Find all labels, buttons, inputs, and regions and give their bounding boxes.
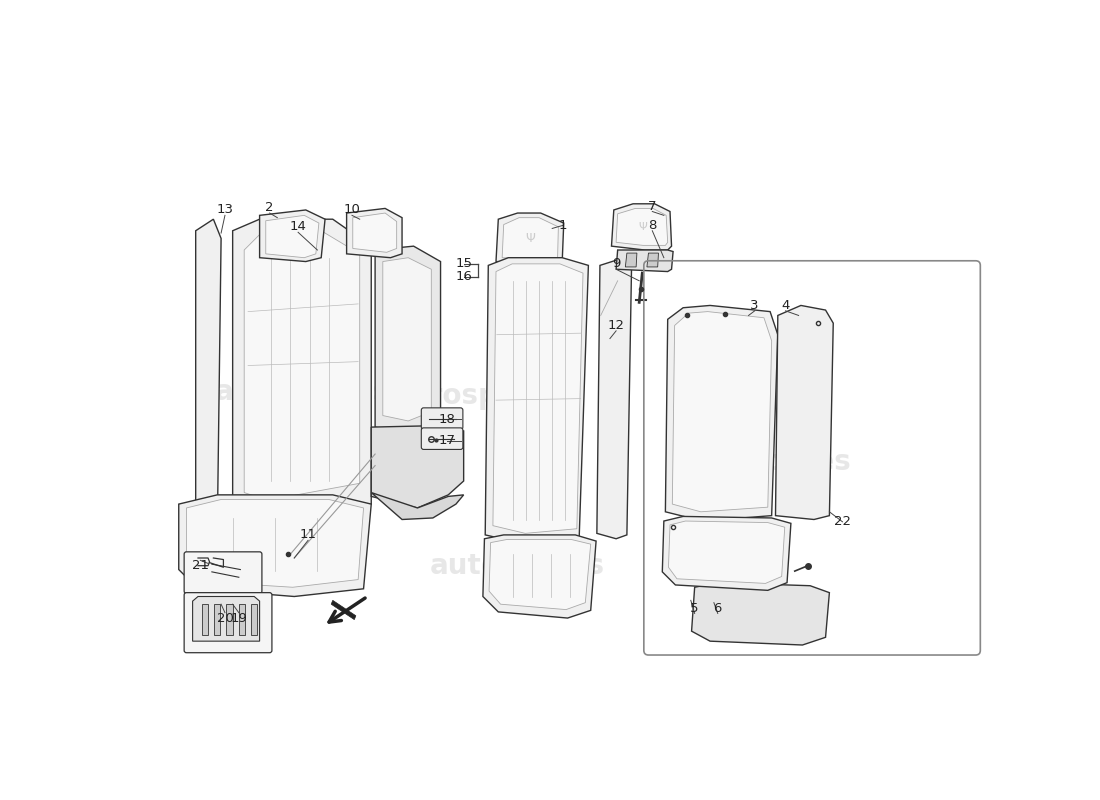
Text: 8: 8 <box>648 219 657 232</box>
Text: 10: 10 <box>343 203 361 217</box>
FancyBboxPatch shape <box>421 428 463 450</box>
Polygon shape <box>490 539 591 610</box>
Polygon shape <box>493 264 583 534</box>
Text: 15: 15 <box>455 258 472 270</box>
Polygon shape <box>375 246 440 435</box>
FancyBboxPatch shape <box>184 593 272 653</box>
Polygon shape <box>202 604 208 635</box>
Polygon shape <box>178 495 372 597</box>
Polygon shape <box>692 582 829 645</box>
Text: 13: 13 <box>217 203 233 217</box>
Text: 7: 7 <box>648 200 657 213</box>
Text: 22: 22 <box>834 515 851 528</box>
Polygon shape <box>647 253 659 267</box>
Polygon shape <box>260 210 326 262</box>
Polygon shape <box>346 209 403 258</box>
Polygon shape <box>612 204 671 250</box>
Text: 14: 14 <box>289 220 307 234</box>
Polygon shape <box>625 253 637 267</box>
FancyBboxPatch shape <box>421 408 463 430</box>
Text: 16: 16 <box>455 270 472 283</box>
Polygon shape <box>227 604 233 635</box>
Polygon shape <box>666 306 778 521</box>
Text: 5: 5 <box>691 602 698 614</box>
Text: 17: 17 <box>438 434 455 447</box>
Polygon shape <box>597 259 631 538</box>
Polygon shape <box>502 218 559 259</box>
Polygon shape <box>251 604 257 635</box>
Polygon shape <box>331 600 356 619</box>
Polygon shape <box>672 311 772 512</box>
Polygon shape <box>353 213 397 252</box>
Polygon shape <box>233 219 372 523</box>
Polygon shape <box>192 597 260 641</box>
Text: 3: 3 <box>750 299 759 312</box>
Text: 19: 19 <box>230 611 248 625</box>
Polygon shape <box>662 517 791 590</box>
Polygon shape <box>196 219 221 542</box>
Text: 6: 6 <box>714 602 722 614</box>
Polygon shape <box>483 535 596 618</box>
Text: Ψ: Ψ <box>638 222 647 232</box>
Text: autospares: autospares <box>214 378 389 406</box>
Text: 4: 4 <box>781 299 790 312</box>
Polygon shape <box>616 250 673 271</box>
Polygon shape <box>776 306 834 519</box>
Text: 11: 11 <box>299 529 317 542</box>
Text: eurospares: eurospares <box>676 448 851 476</box>
Text: eurospares: eurospares <box>392 382 566 410</box>
Polygon shape <box>485 258 588 544</box>
Polygon shape <box>372 426 464 508</box>
Text: 2: 2 <box>265 201 274 214</box>
Polygon shape <box>244 230 360 500</box>
Text: autospares: autospares <box>430 552 605 580</box>
Polygon shape <box>616 209 668 246</box>
Text: Ψ: Ψ <box>526 232 536 245</box>
Text: 9: 9 <box>612 258 620 270</box>
Polygon shape <box>214 604 220 635</box>
FancyBboxPatch shape <box>184 552 262 594</box>
Polygon shape <box>383 258 431 421</box>
Text: 1: 1 <box>559 219 568 232</box>
Polygon shape <box>266 215 319 258</box>
Text: 12: 12 <box>607 319 625 332</box>
Polygon shape <box>496 213 563 264</box>
Polygon shape <box>239 604 245 635</box>
Polygon shape <box>372 493 464 519</box>
Polygon shape <box>669 521 784 583</box>
Polygon shape <box>186 499 363 587</box>
Text: 20: 20 <box>217 611 233 625</box>
Text: 21: 21 <box>191 559 209 572</box>
Text: 18: 18 <box>438 413 455 426</box>
